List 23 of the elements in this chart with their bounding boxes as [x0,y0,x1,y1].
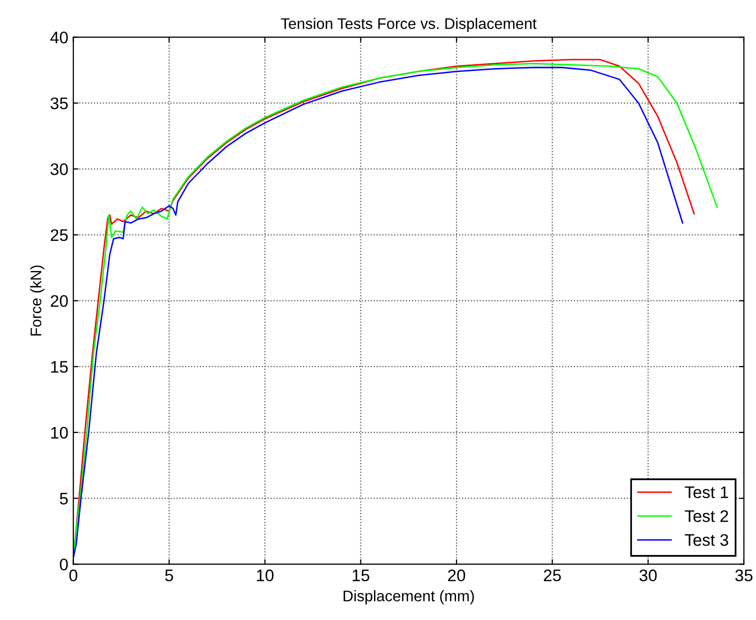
x-tick-label: 10 [256,570,274,582]
y-tick-label: 0 [60,558,68,570]
y-tick-label: 25 [50,229,68,242]
x-axis-title: Displacement (mm) [344,590,474,604]
y-tick-label: 35 [50,97,68,110]
x-tick-label: 35 [735,570,752,582]
chart-title: Tension Tests Force vs. Displacement [280,18,537,32]
x-tick-label: 30 [639,570,657,582]
x-tick-label: 15 [352,570,370,582]
legend-label: Test 1 [684,486,728,498]
x-tick-label: 20 [448,570,466,582]
legend-label: Test 2 [684,510,728,522]
y-tick-label: 5 [60,492,68,505]
y-tick-label: 30 [50,163,68,176]
x-tick-label: 5 [165,570,174,582]
legend-label: Test 3 [684,534,728,546]
y-tick-label: 15 [51,361,68,373]
y-tick-label: 10 [51,426,68,439]
x-tick-label: 0 [69,570,78,582]
y-tick-label: 20 [50,295,68,307]
x-tick-label: 25 [544,570,561,582]
y-tick-label: 40 [50,32,68,44]
y-axis-title: Force (kN) [30,266,44,336]
